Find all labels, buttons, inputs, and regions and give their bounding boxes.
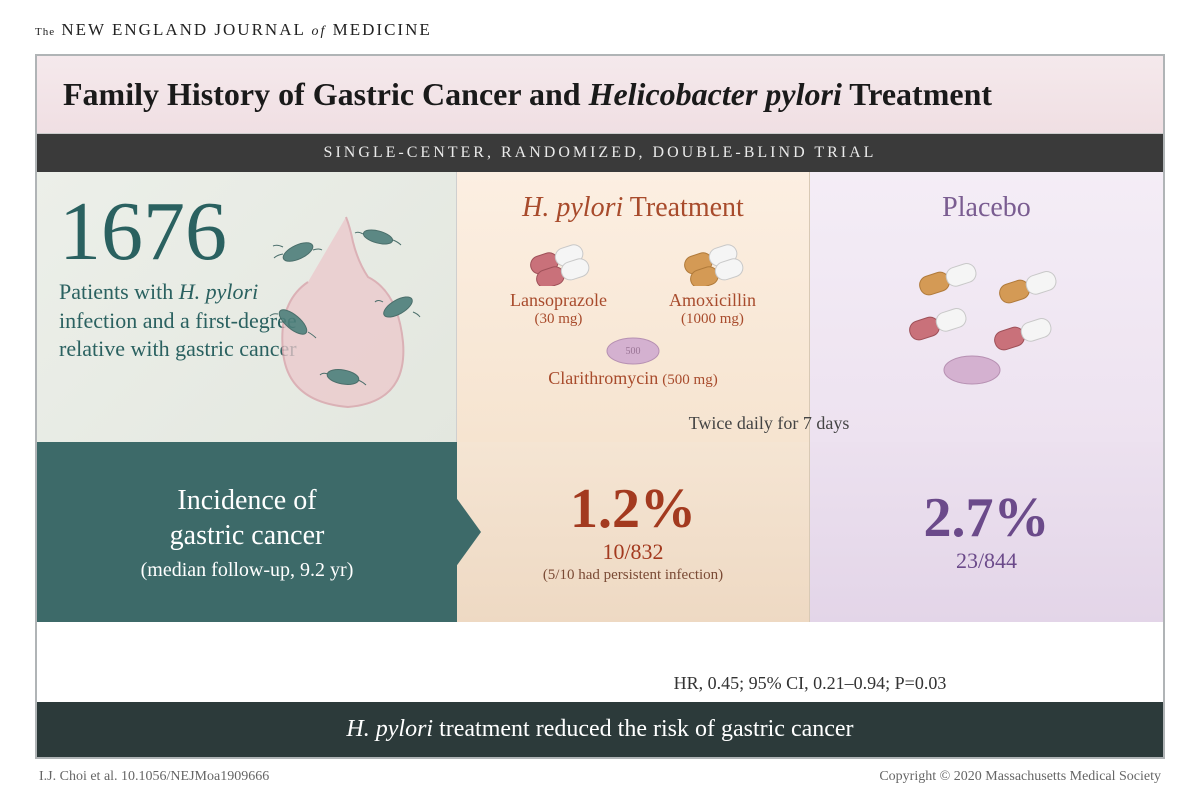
- footer-citation: I.J. Choi et al. 10.1056/NEJMoa1909666: [39, 769, 269, 785]
- regimen-text: Twice daily for 7 days: [569, 413, 969, 434]
- capsule-icon: [518, 234, 598, 286]
- drug-lansoprazole: Lansoprazole (30 mg): [510, 234, 607, 328]
- treatment-title: H. pylori Treatment: [479, 192, 787, 224]
- title-part2: Treatment: [842, 76, 992, 112]
- journal-prefix: The: [35, 26, 55, 38]
- drug-amoxicillin: Amoxicillin (1000 mg): [669, 234, 756, 328]
- placebo-panel: Placebo: [810, 172, 1163, 442]
- arrow-icon: [455, 496, 481, 568]
- patients-panel: 1676 Patients with H. pylori infection a…: [37, 172, 457, 442]
- placebo-fraction: 23/844: [832, 548, 1141, 574]
- main-grid: 1676 Patients with H. pylori infection a…: [37, 172, 1163, 665]
- treatment-note: (5/10 had persistent infection): [479, 567, 787, 584]
- infographic-frame: Family History of Gastric Cancer and Hel…: [35, 54, 1165, 759]
- treatment-panel: H. pylori Treatment Lansoprazole: [457, 172, 810, 442]
- conclusion-bar: H. pylori treatment reduced the risk of …: [37, 702, 1163, 757]
- title-italic: Helicobacter pylori: [589, 76, 842, 112]
- incidence-subtitle: (median follow-up, 9.2 yr): [59, 559, 435, 582]
- incidence-panel: Incidence of gastric cancer (median foll…: [37, 442, 457, 622]
- incidence-title: Incidence of gastric cancer: [59, 483, 435, 553]
- title-bar: Family History of Gastric Cancer and Hel…: [37, 56, 1163, 134]
- placebo-title: Placebo: [832, 192, 1141, 224]
- journal-name-main: NEW ENGLAND JOURNAL: [61, 20, 305, 39]
- subtitle-bar: SINGLE-CENTER, RANDOMIZED, DOUBLE-BLIND …: [37, 134, 1163, 172]
- title-part1: Family History of Gastric Cancer and: [63, 76, 589, 112]
- placebo-pills-illustration: [877, 240, 1097, 400]
- stomach-bacteria-illustration: [248, 202, 448, 422]
- treatment-fraction: 10/832: [479, 539, 787, 565]
- footer: I.J. Choi et al. 10.1056/NEJMoa1909666 C…: [35, 759, 1165, 785]
- drug-clarithromycin: 500 Clarithromycin (500 mg): [479, 334, 787, 389]
- journal-of: of: [311, 24, 326, 39]
- svg-text:500: 500: [626, 346, 641, 357]
- journal-suffix: MEDICINE: [333, 20, 432, 39]
- drug-row-top: Lansoprazole (30 mg) Amoxici: [479, 234, 787, 328]
- pill-icon: 500: [601, 334, 665, 368]
- placebo-percent: 2.7%: [832, 490, 1141, 546]
- journal-header: The NEW ENGLAND JOURNAL of MEDICINE: [35, 20, 1165, 40]
- footer-copyright: Copyright © 2020 Massachusetts Medical S…: [879, 769, 1161, 785]
- capsule-icon: [672, 234, 752, 286]
- treatment-percent: 1.2%: [479, 481, 787, 537]
- statistics-row: HR, 0.45; 95% CI, 0.21–0.94; P=0.03: [457, 665, 1163, 702]
- result-placebo-panel: 2.7% 23/844: [810, 442, 1163, 622]
- result-treatment-panel: 1.2% 10/832 (5/10 had persistent infecti…: [457, 442, 810, 622]
